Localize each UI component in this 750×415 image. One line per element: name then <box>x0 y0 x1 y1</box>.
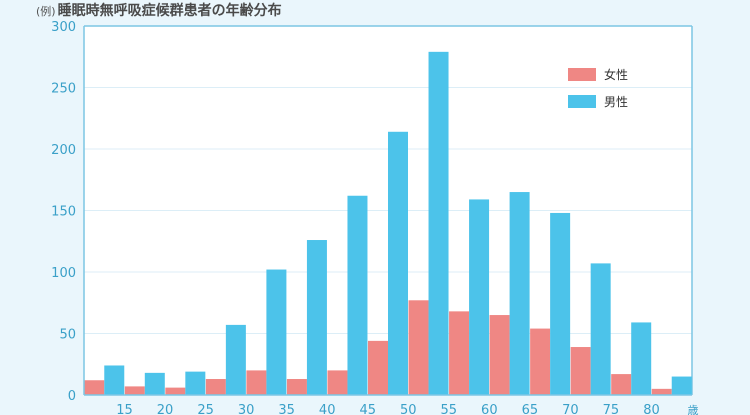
bars <box>84 51 692 396</box>
bar-female <box>611 374 632 395</box>
legend-swatch-male <box>568 95 596 108</box>
bar-male <box>671 376 692 395</box>
bar-female <box>530 328 551 395</box>
x-tick-label: 15 <box>116 403 133 415</box>
chart-title: (例) 睡眠時無呼吸症候群患者の年齢分布 <box>36 2 282 21</box>
bar-male <box>509 192 530 395</box>
bar-male <box>388 131 408 395</box>
bar-male <box>428 51 449 396</box>
title-prefix: (例) <box>36 5 56 18</box>
x-tick-label: 70 <box>562 403 579 415</box>
x-tick-label: 20 <box>157 403 174 415</box>
bar-male <box>104 365 125 395</box>
legend-label-male: 男性 <box>604 95 628 109</box>
bar-male <box>590 263 611 395</box>
x-tick-label: 60 <box>481 403 498 415</box>
x-tick-label: 50 <box>400 403 417 415</box>
legend-swatch-female <box>568 68 596 81</box>
bar-female <box>84 380 105 395</box>
bar-female <box>165 387 186 395</box>
bar-female <box>124 386 145 395</box>
x-tick-label: 35 <box>278 403 295 415</box>
bar-female <box>651 388 672 395</box>
bar-female <box>570 347 591 395</box>
bar-female <box>489 315 510 395</box>
legend-label-female: 女性 <box>604 67 628 82</box>
bar-male <box>266 269 287 395</box>
bar-female <box>449 311 470 395</box>
bar-male <box>550 212 571 395</box>
y-axis-ticks: 0 50 100 150 200 250 300 <box>51 20 76 404</box>
x-tick-label: 45 <box>359 403 376 415</box>
x-tick-label: 55 <box>441 403 458 415</box>
bar-female <box>408 300 429 395</box>
bar-female <box>286 379 307 395</box>
bar-male <box>306 240 327 395</box>
bar-male <box>225 324 246 395</box>
x-tick-label: 75 <box>603 403 620 415</box>
x-tick-label: 40 <box>319 403 336 415</box>
bar-female <box>327 370 348 395</box>
title-text: 睡眠時無呼吸症候群患者の年齢分布 <box>57 3 282 19</box>
y-tick-label: 100 <box>51 266 76 281</box>
y-tick-label: 300 <box>51 20 76 35</box>
bar-female <box>246 370 267 395</box>
x-tick-label: 30 <box>238 403 255 415</box>
bar-male <box>469 199 490 395</box>
bar-female <box>205 379 226 395</box>
x-tick-label: 80 <box>643 403 660 415</box>
bar-male <box>144 372 165 395</box>
y-tick-label: 250 <box>51 82 76 97</box>
y-tick-label: 150 <box>51 205 76 220</box>
bar-female <box>368 340 388 395</box>
bar-male <box>631 322 652 395</box>
y-tick-label: 0 <box>68 389 76 404</box>
bar-male <box>185 371 206 395</box>
y-tick-label: 200 <box>51 143 76 158</box>
y-tick-label: 50 <box>59 328 76 343</box>
x-axis-ticks: 15 20 25 30 35 40 45 50 55 60 65 70 75 80 <box>116 403 659 415</box>
x-tick-label: 65 <box>522 403 539 415</box>
x-axis-unit: 歳 <box>688 404 699 415</box>
x-tick-label: 25 <box>197 403 214 415</box>
bar-male <box>347 195 368 395</box>
